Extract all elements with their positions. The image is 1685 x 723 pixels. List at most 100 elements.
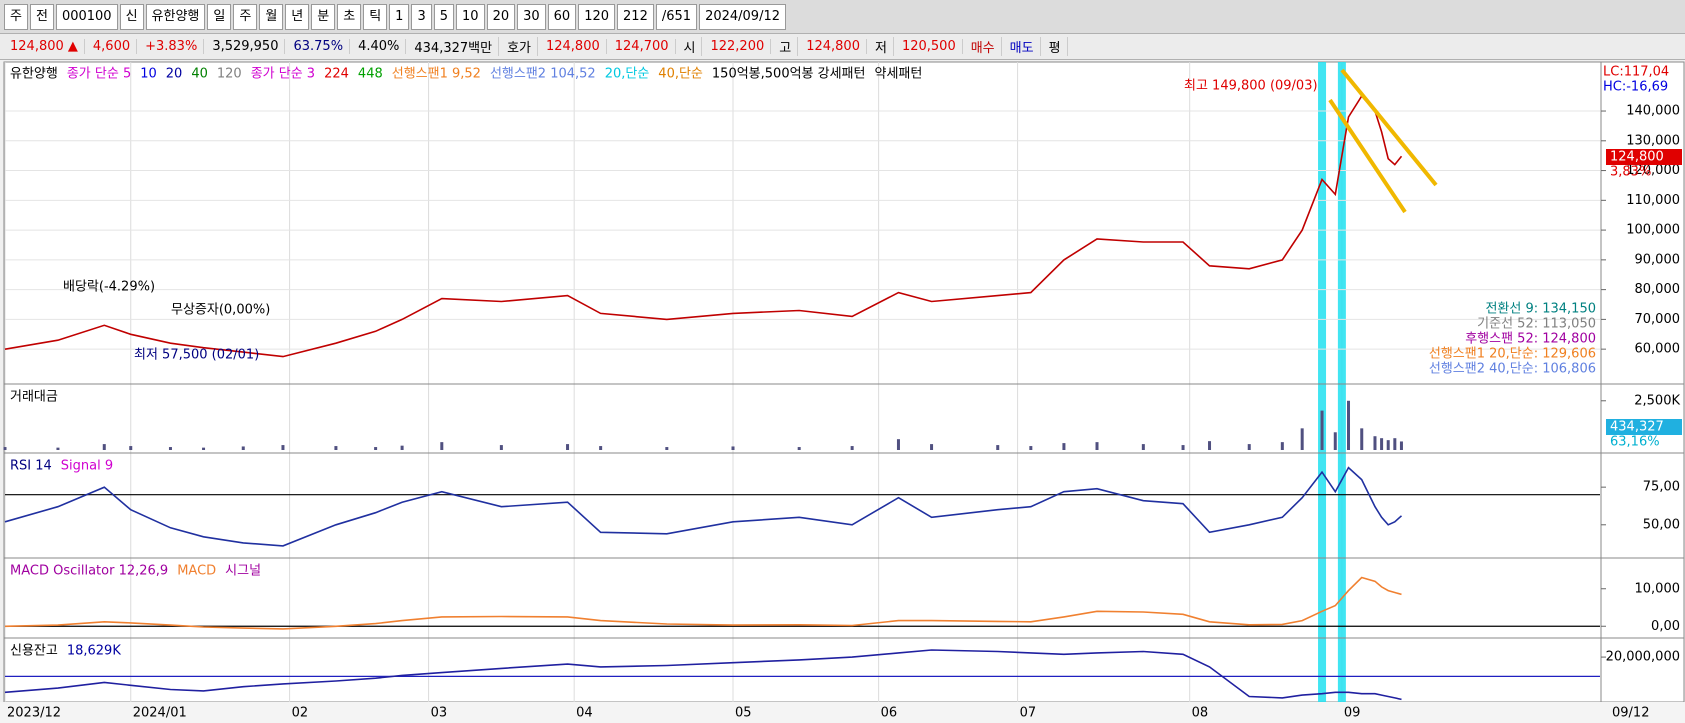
toolbar-button[interactable]: 000100 <box>55 3 118 30</box>
right-axis <box>1600 61 1685 703</box>
y-tick-label: 50,00 <box>1643 517 1680 532</box>
x-tick-label: 02 <box>292 706 309 721</box>
legend-entry: 유한양행 <box>10 66 58 82</box>
legend-entry: 약세패턴 <box>874 67 922 82</box>
right-label: 124,800 <box>1610 150 1664 165</box>
price-badge <box>1606 149 1682 165</box>
legend-entry: MACD <box>177 564 216 579</box>
annotation: 무상증자(0,00%) <box>171 303 270 318</box>
legend-entry: 거래대금 <box>10 390 58 405</box>
toolbar-button[interactable]: 틱 <box>363 3 388 30</box>
legend-entry: 448 <box>358 67 383 82</box>
toolbar-button[interactable]: 분 <box>311 3 336 30</box>
y-tick-label: 0,00 <box>1651 619 1680 634</box>
x-tick-label: 09 <box>1344 706 1361 721</box>
toolbar-button[interactable]: 212 <box>617 3 654 30</box>
volume-bar <box>129 446 133 450</box>
legend-entry: 선행스팬2 104,52 <box>490 66 596 82</box>
quote-field: 124,800 ▲ <box>4 39 85 54</box>
toolbar-button[interactable]: 전 <box>29 3 54 30</box>
legend-entry: 10 <box>140 67 157 82</box>
volume-bar <box>1333 432 1337 450</box>
x-tick-label: 03 <box>431 706 448 721</box>
toolbar: 주 전 000100 신 유한양행 일 주 월 년 분 초 틱 1 3 5 10 20 30 60 120 212/65… <box>0 0 1685 34</box>
toolbar-button[interactable]: 10 <box>456 3 485 30</box>
toolbar-button[interactable]: 일 <box>207 3 232 30</box>
volume-bar <box>1347 400 1351 450</box>
volume-bar <box>1141 444 1145 450</box>
price-badge <box>1606 419 1682 435</box>
toolbar-button[interactable]: 1 <box>389 3 410 30</box>
volume-bar <box>1386 440 1390 450</box>
quote-field: 434,327백만 <box>408 37 500 56</box>
y-tick-label: 110,000 <box>1626 193 1680 208</box>
volume-bar <box>440 442 444 450</box>
y-tick-label: 140,000 <box>1626 104 1680 119</box>
series-line <box>4 94 1403 358</box>
toolbar-button[interactable]: 2024/09/12 <box>699 3 786 30</box>
legend-entry: 종가 단순 5 <box>67 67 131 82</box>
volume-bar <box>1380 438 1384 450</box>
legend-entry: 40,단순 <box>658 67 703 82</box>
volume-bar <box>3 447 7 450</box>
volume-bar <box>1320 410 1324 450</box>
toolbar-button[interactable]: 5 <box>433 3 455 30</box>
volume-bar <box>1399 441 1403 450</box>
volume-bar <box>1181 445 1185 450</box>
volume-bar <box>1247 444 1251 450</box>
x-end-label: 09/12 <box>1612 706 1649 721</box>
right-label: 63,16% <box>1610 435 1660 450</box>
quote-field: 63.75% <box>287 39 351 54</box>
toolbar-button[interactable]: 120 <box>578 3 616 30</box>
toolbar-button[interactable]: 3 <box>411 3 432 30</box>
quote-field: 120,500 <box>896 39 963 54</box>
series-line <box>4 466 1403 547</box>
annotation: 배당락(-4.29%) <box>63 280 155 295</box>
volume-bar <box>1373 436 1377 450</box>
x-tick-label: 08 <box>1192 706 1209 721</box>
legend-entry: 224 <box>324 67 349 82</box>
y-tick-label: 75,00 <box>1643 480 1680 495</box>
right-label: 기준선 52: 113,050 <box>1477 317 1596 332</box>
quote-field: 저 <box>869 37 894 56</box>
toolbar-button[interactable]: 20 <box>486 3 516 30</box>
volume-bar <box>400 445 404 450</box>
toolbar-button[interactable]: /651 <box>655 3 698 30</box>
y-tick-label: 2,500K <box>1634 393 1680 408</box>
volume-bar <box>1280 442 1284 450</box>
volume-bar <box>566 444 570 450</box>
quote-field: 3,529,950 <box>206 39 286 54</box>
toolbar-button[interactable]: 주 <box>4 3 28 30</box>
toolbar-button[interactable]: 월 <box>259 3 284 30</box>
y-tick-label: 130,000 <box>1626 133 1680 148</box>
toolbar-button[interactable]: 초 <box>337 3 362 30</box>
quote-field: 매도 <box>1004 37 1041 56</box>
right-label: 전환선 9: 134,150 <box>1485 302 1596 317</box>
toolbar-button[interactable]: 년 <box>285 3 310 30</box>
right-label: LC:117,04 <box>1603 65 1669 80</box>
y-tick-label: 60,000 <box>1635 342 1681 357</box>
right-label: 후행스팬 52: 124,800 <box>1465 331 1596 347</box>
toolbar-button[interactable]: 30 <box>517 3 546 30</box>
toolbar-button[interactable]: 주 <box>233 3 258 30</box>
trend-line <box>1340 68 1438 187</box>
highlight-band <box>1337 62 1346 702</box>
volume-bar <box>241 446 245 450</box>
x-tick-label: 07 <box>1020 706 1037 721</box>
x-tick-label: 2023/12 <box>7 706 61 721</box>
volume-bar <box>850 446 854 450</box>
volume-bar <box>168 447 172 450</box>
toolbar-button[interactable]: 유한양행 <box>145 3 206 30</box>
volume-bar <box>1095 442 1099 450</box>
x-tick-label: 05 <box>735 706 752 721</box>
volume-bar <box>797 447 801 450</box>
toolbar-button[interactable]: 60 <box>547 3 577 30</box>
toolbar-button[interactable]: 신 <box>119 3 144 30</box>
legend-entry: MACD Oscillator 12,26,9 <box>10 564 168 579</box>
volume-bar <box>665 447 669 450</box>
volume-bar <box>896 439 900 450</box>
right-label: 선행스팬2 40,단순: 106,806 <box>1429 361 1596 377</box>
y-tick-label: 10,000 <box>1635 581 1681 596</box>
legend-entry: 선행스팬1 9,52 <box>392 66 481 82</box>
